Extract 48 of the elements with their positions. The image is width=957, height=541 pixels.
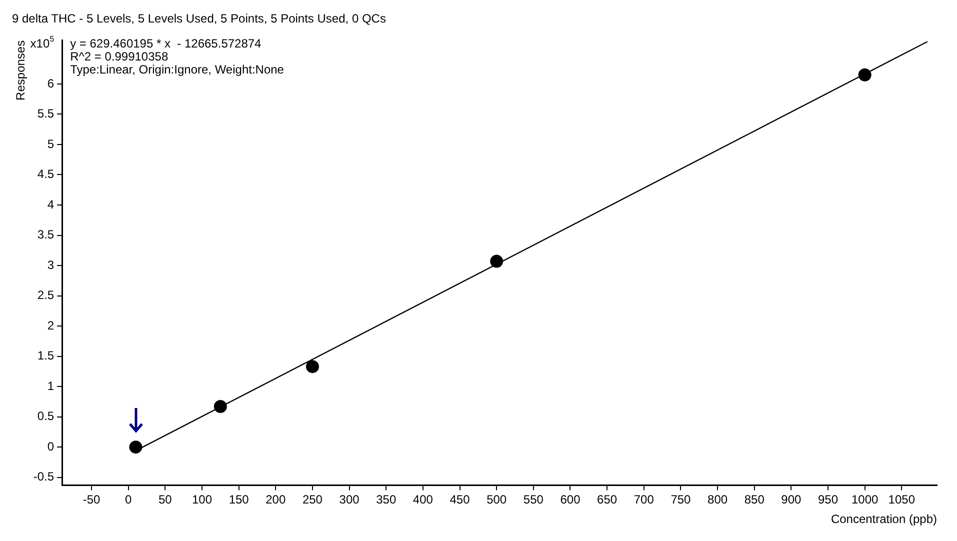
y-tick-label: 1.5 (37, 348, 54, 363)
point (858, 68, 872, 82)
annotation: R^2 = 0.99910358 (70, 50, 168, 64)
y-tick-label: 5 (47, 136, 54, 151)
y-tick-label: 0.5 (37, 409, 54, 424)
y-tick-label: 1 (47, 378, 54, 393)
y-tick-label: 4.5 (37, 167, 54, 182)
x-tick-label: 1000 (851, 492, 878, 507)
x-tick-label: 400 (412, 492, 434, 507)
x-tick-label: 350 (376, 492, 396, 507)
x-tick-label: 1050 (888, 492, 916, 507)
x-tick-label: 600 (560, 492, 581, 507)
point (490, 254, 504, 268)
x-tick-label: 50 (158, 492, 172, 507)
x-tick-label: 950 (818, 492, 838, 507)
point (214, 400, 227, 414)
x-tick-label: 800 (708, 492, 728, 507)
x-tick-label: 100 (192, 492, 212, 507)
y-tick-label: 5.5 (37, 106, 54, 121)
y-tick-label: 0 (47, 439, 54, 454)
annotation: Type:Linear, Origin:Ignore, Weight:None (70, 62, 284, 77)
x-tick-label: 750 (670, 492, 692, 507)
x-tick-label: 900 (781, 492, 802, 507)
x-tick-label: 550 (523, 492, 544, 507)
y-tick-label: 3.5 (37, 228, 54, 242)
point (129, 440, 142, 454)
x-tick-label: 650 (597, 492, 618, 507)
y-axis-title: Responses (14, 40, 28, 100)
x-tick-label: 200 (266, 492, 286, 507)
y-tick-label: 6 (47, 76, 54, 90)
y-tick-label: 3 (47, 258, 54, 272)
x-tick-label: 850 (744, 492, 765, 507)
x-tick-label: 250 (302, 492, 323, 507)
x-tick-label: 700 (634, 492, 654, 507)
y-tick-label: -0.5 (33, 470, 54, 484)
y-tick-label: 2 (47, 318, 54, 332)
chart-title: 9 delta THC - 5 Levels, 5 Levels Used, 5 Points, 5 Points Used, 0 QCs (12, 12, 386, 26)
point (306, 360, 319, 374)
annotation: y = 629.460195 * x - 12665.572874 (70, 36, 262, 51)
x-tick-label: 300 (339, 492, 360, 507)
x-tick-label: 500 (486, 492, 507, 507)
x-tick-label: -50 (82, 492, 101, 507)
x-tick-label: 450 (450, 492, 470, 507)
x-tick-label: 150 (228, 492, 250, 507)
x-tick-label: 0 (125, 492, 132, 507)
y-tick-label: 2.5 (37, 288, 54, 302)
x-axis-title: Concentration (ppb) (830, 512, 937, 526)
y-tick-label: 4 (47, 197, 54, 212)
